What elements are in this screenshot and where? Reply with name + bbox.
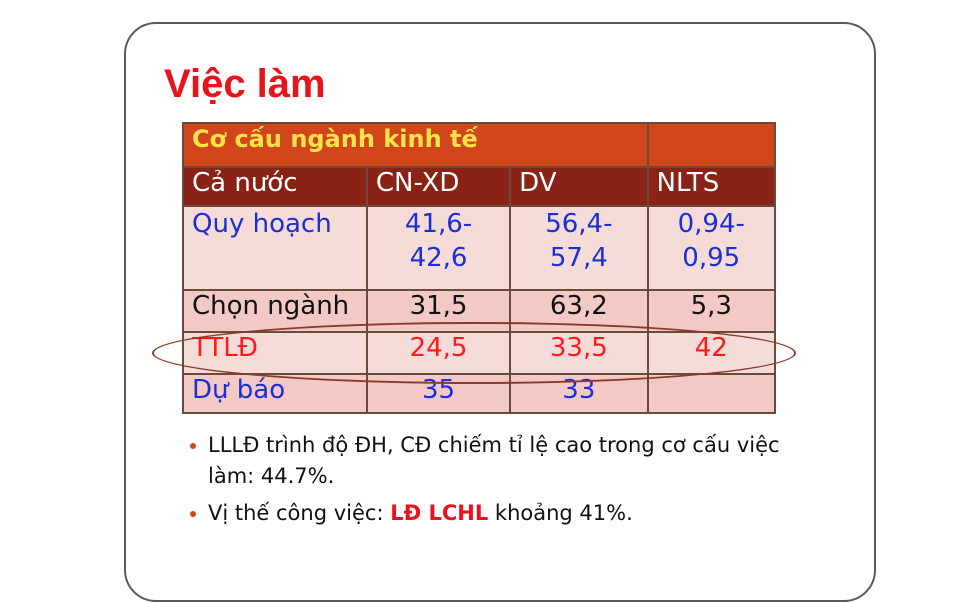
table-title-row: Cơ cấu ngành kinh tế xyxy=(182,122,776,168)
row-label: Chọn ngành xyxy=(182,289,368,333)
table-row-select: Chọn ngành 31,5 63,2 5,3 xyxy=(182,289,776,333)
table-row-ttld: TTLĐ 24,5 33,5 42 xyxy=(182,331,776,375)
value-cell: 24,5 xyxy=(365,331,512,375)
table-title-empty-cell xyxy=(646,122,776,168)
table-title: Cơ cấu ngành kinh tế xyxy=(192,125,478,153)
bullet-item: LLLĐ trình độ ĐH, CĐ chiếm tỉ lệ cao tro… xyxy=(190,430,830,492)
bullet-dot-icon xyxy=(190,443,196,449)
value-cell: 63,2 xyxy=(509,289,649,333)
value-cell: 33,5 xyxy=(509,331,649,375)
bullet-list: LLLĐ trình độ ĐH, CĐ chiếm tỉ lệ cao tro… xyxy=(190,430,830,535)
table-row-plan: Quy hoạch 41,6- 42,6 56,4- 57,4 0,94- 0,95 xyxy=(182,205,776,291)
table-title-cell: Cơ cấu ngành kinh tế xyxy=(182,122,649,168)
value-cell: 0,94- 0,95 xyxy=(646,205,776,291)
bullet-text: LLLĐ trình độ ĐH, CĐ chiếm tỉ lệ cao tro… xyxy=(208,433,780,488)
value-cell: 31,5 xyxy=(365,289,512,333)
header-cell: CN-XD xyxy=(365,166,512,207)
value-cell: 56,4- 57,4 xyxy=(509,205,649,291)
value-cell: 41,6- 42,6 xyxy=(365,205,512,291)
bullet-suffix: khoảng 41%. xyxy=(488,501,633,525)
slide-title: Việc làm xyxy=(164,62,326,106)
bullet-emphasis: LĐ LCHL xyxy=(390,501,489,525)
value-cell: 35 xyxy=(365,373,512,414)
data-table: Cơ cấu ngành kinh tế Cả nước CN-XD DV NL… xyxy=(182,122,776,414)
table-row-forecast: Dự báo 35 33 xyxy=(182,373,776,414)
table-header-row: Cả nước CN-XD DV NLTS xyxy=(182,166,776,207)
bullet-item: Vị thế công việc: LĐ LCHL khoảng 41%. xyxy=(190,498,830,529)
header-cell: NLTS xyxy=(646,166,776,207)
value-cell: 33 xyxy=(509,373,649,414)
bullet-prefix: Vị thế công việc: xyxy=(208,501,391,525)
row-label: TTLĐ xyxy=(182,331,368,375)
row-label: Quy hoạch xyxy=(182,205,368,291)
value-cell xyxy=(646,373,776,414)
row-label: Dự báo xyxy=(182,373,368,414)
bullet-dot-icon xyxy=(190,511,196,517)
header-cell: DV xyxy=(509,166,649,207)
header-cell: Cả nước xyxy=(182,166,368,207)
value-cell: 42 xyxy=(646,331,776,375)
value-cell: 5,3 xyxy=(646,289,776,333)
